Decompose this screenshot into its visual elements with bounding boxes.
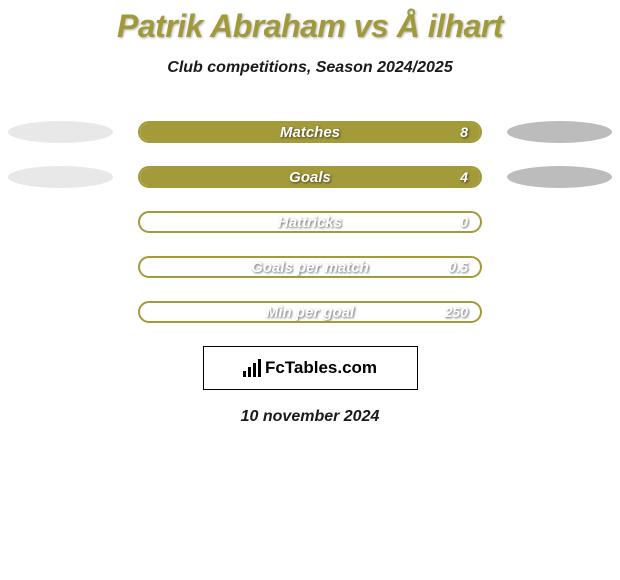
left-ellipse [8, 121, 113, 143]
bar-value: 250 [445, 304, 468, 320]
bar-row: Goals per match 0.5 [0, 256, 620, 278]
bar-row: Goals 4 [0, 166, 620, 188]
stat-bar: Goals per match 0.5 [138, 256, 482, 278]
bar-row: Matches 8 [0, 121, 620, 143]
bar-label: Matches [280, 124, 340, 141]
bar-value: 0.5 [449, 259, 468, 275]
bar-label: Min per goal [266, 304, 354, 321]
stat-bar: Matches 8 [138, 121, 482, 143]
bar-value: 0 [460, 214, 468, 230]
right-ellipse [507, 166, 612, 188]
right-ellipse [507, 121, 612, 143]
bar-row: Hattricks 0 [0, 211, 620, 233]
date-text: 10 november 2024 [0, 408, 620, 426]
logo-content: FcTables.com [243, 358, 377, 378]
bar-value: 4 [460, 169, 468, 185]
bar-label: Goals per match [251, 259, 369, 276]
logo-box: FcTables.com [203, 346, 418, 390]
bar-row: Min per goal 250 [0, 301, 620, 323]
page-title: Patrik Abraham vs Å ilhart [0, 0, 620, 45]
stat-bar: Goals 4 [138, 166, 482, 188]
subtitle: Club competitions, Season 2024/2025 [0, 59, 620, 77]
stat-bar: Hattricks 0 [138, 211, 482, 233]
stat-bar: Min per goal 250 [138, 301, 482, 323]
logo-text: FcTables.com [265, 358, 377, 378]
bar-label: Goals [289, 169, 331, 186]
logo-icon [243, 359, 261, 377]
left-ellipse [8, 166, 113, 188]
bar-value: 8 [460, 124, 468, 140]
bar-label: Hattricks [278, 214, 342, 231]
bars-container: Matches 8 Goals 4 Hattricks 0 Goals per match 0… [0, 121, 620, 323]
